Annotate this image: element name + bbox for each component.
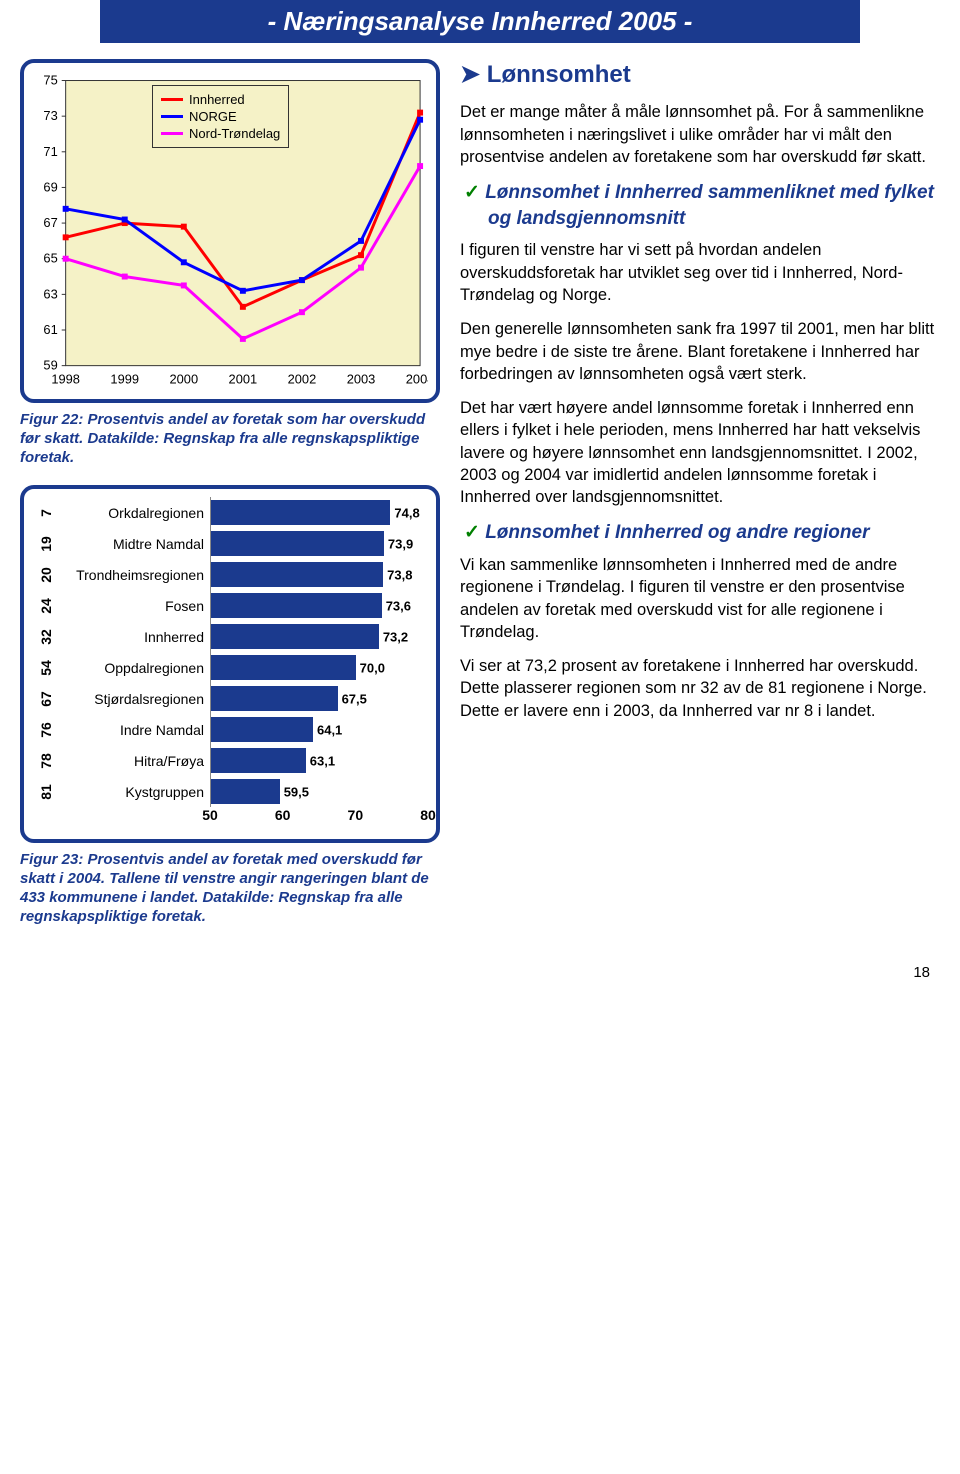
svg-text:2004: 2004	[406, 371, 428, 386]
svg-text:63: 63	[43, 286, 57, 301]
content-columns: 59 61 63 65 67 69 71 73 75 1998 1999 2000 2001 2002 20…	[0, 59, 960, 944]
paragraph-2: I figuren til venstre har vi sett på hvo…	[460, 239, 940, 306]
left-column: 59 61 63 65 67 69 71 73 75 1998 1999 2000 2001 2002 20…	[20, 59, 440, 944]
svg-text:71: 71	[43, 144, 57, 159]
right-column: Lønnsomhet Det er mange måter å måle løn…	[460, 59, 940, 944]
paragraph-6: Vi ser at 73,2 prosent av foretakene i I…	[460, 655, 940, 722]
paragraph-4: Det har vært høyere andel lønnsomme fore…	[460, 397, 940, 508]
subtitle-sammenliknet: Lønnsomhet i Innherred sammenliknet med …	[488, 180, 940, 231]
svg-text:75: 75	[43, 72, 57, 87]
svg-text:2001: 2001	[229, 371, 258, 386]
line-chart: 59 61 63 65 67 69 71 73 75 1998 1999 2000 2001 2002 20…	[32, 71, 428, 391]
paragraph-intro: Det er mange måter å måle lønnsomhet på.…	[460, 101, 940, 168]
svg-text:61: 61	[43, 322, 57, 337]
svg-text:67: 67	[43, 215, 57, 230]
line-chart-frame: 59 61 63 65 67 69 71 73 75 1998 1999 2000 2001 2002 20…	[20, 59, 440, 403]
caption-figure-22: Figur 22: Prosentvis andel av foretak so…	[20, 411, 440, 467]
svg-text:1998: 1998	[51, 371, 80, 386]
svg-text:65: 65	[43, 251, 57, 266]
svg-text:73: 73	[43, 108, 57, 123]
svg-text:59: 59	[43, 358, 57, 373]
svg-text:2003: 2003	[347, 371, 376, 386]
paragraph-3: Den generelle lønnsomheten sank fra 1997…	[460, 318, 940, 385]
svg-text:2002: 2002	[288, 371, 317, 386]
page-header: - Næringsanalyse Innherred 2005 -	[100, 0, 860, 43]
bar-chart: 7 Orkdalregionen 74,8 19 Midtre Namdal 7…	[32, 497, 428, 831]
svg-text:2000: 2000	[169, 371, 198, 386]
caption-figure-23: Figur 23: Prosentvis andel av foretak me…	[20, 851, 440, 926]
bar-chart-frame: 7 Orkdalregionen 74,8 19 Midtre Namdal 7…	[20, 485, 440, 843]
svg-text:1999: 1999	[110, 371, 139, 386]
section-title-lonnsomhet: Lønnsomhet	[460, 59, 940, 91]
page-number: 18	[0, 944, 960, 981]
subtitle-andre-regioner: Lønnsomhet i Innherred og andre regioner	[488, 520, 940, 546]
paragraph-5: Vi kan sammenlike lønnsomheten i Innherr…	[460, 554, 940, 643]
svg-text:69: 69	[43, 179, 57, 194]
